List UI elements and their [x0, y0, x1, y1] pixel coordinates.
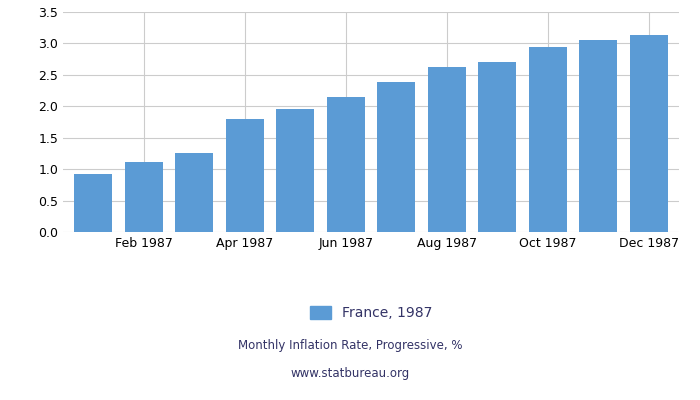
Bar [276, 109, 314, 232]
Bar [630, 35, 668, 232]
Bar [580, 40, 617, 232]
Bar [478, 62, 516, 232]
Bar [377, 82, 415, 232]
Text: www.statbureau.org: www.statbureau.org [290, 368, 410, 380]
Bar [327, 97, 365, 232]
Bar [125, 162, 162, 232]
Text: Monthly Inflation Rate, Progressive, %: Monthly Inflation Rate, Progressive, % [238, 340, 462, 352]
Bar [74, 174, 112, 232]
Bar [226, 120, 264, 232]
Bar [428, 67, 466, 232]
Bar [175, 154, 214, 232]
Bar [528, 46, 567, 232]
Legend: France, 1987: France, 1987 [304, 300, 438, 326]
